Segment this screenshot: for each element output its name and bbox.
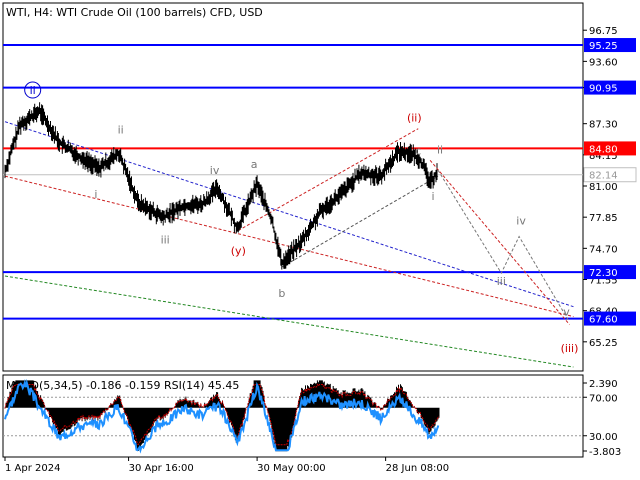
level-tag-label: 84.80 (589, 144, 618, 155)
indicator-tick-label: -3.803 (589, 447, 621, 458)
main-chart-frame (2, 2, 584, 372)
wave-label: iv (516, 215, 526, 228)
red-channel-line (4, 175, 574, 318)
indicator-label: MACD(5,34,5) -0.186 -0.159 RSI(14) 45.45 (6, 379, 239, 392)
level-tag (584, 141, 636, 156)
wave-label: v (563, 306, 570, 319)
level-tag-label: 72.30 (589, 268, 618, 279)
blue-channel-line (4, 121, 574, 308)
wave-label: a (251, 158, 258, 171)
wave-label-circle (24, 81, 42, 99)
wave-label: c (415, 144, 421, 157)
wave-projection (429, 159, 570, 325)
indicator-tick-label: 2.390 (589, 379, 618, 390)
indicator-axis: 2.390 70.00 30.00 -3.803 (583, 379, 621, 458)
price-tick-label: 71.55 (589, 275, 618, 286)
chart-title: WTI, H4: WTI Crude Oil (100 barrels) CFD… (6, 6, 263, 19)
indicator-tick-label: 30.00 (589, 432, 618, 443)
level-tag (584, 311, 636, 326)
current-price-label: 82.14 (589, 171, 618, 182)
level-tag (584, 38, 636, 53)
wave-label: (iii) (561, 342, 579, 355)
time-tick-label: 28 Jun 08:00 (386, 463, 450, 474)
time-tick-label: 30 Apr 16:00 (129, 463, 194, 474)
wave-label: b (278, 287, 285, 300)
wave-label: iv (210, 164, 220, 177)
wave-label: iii (497, 275, 506, 288)
level-tag-label: 95.25 (589, 41, 618, 52)
price-axis: 96.75 93.60 90.95 87.30 84.15 81.00 77.85 74.70… (583, 26, 618, 349)
price-tick-label: 96.75 (589, 26, 618, 37)
red-wave-projection (429, 159, 570, 325)
time-tick-label: 1 Apr 2024 (5, 463, 60, 474)
grey-correction-line (281, 175, 439, 268)
wave-label: (y) (231, 244, 246, 257)
level-price-tags: 95.25 90.95 84.80 72.30 67.60 82.14 (583, 38, 637, 326)
price-tick-label: 77.85 (589, 213, 618, 224)
wave-label: ii (118, 124, 124, 137)
price-tick-label: 74.70 (589, 244, 618, 255)
rsi-line (4, 378, 440, 454)
price-tick-label: 65.25 (589, 338, 618, 349)
current-price-tag (583, 167, 637, 183)
indicator-tick-label: 70.00 (589, 393, 618, 404)
wave-label: i (432, 190, 435, 203)
price-tick-label: 81.00 (589, 182, 618, 193)
price-tick-label: 84.15 (589, 151, 618, 162)
price-series (4, 102, 438, 270)
green-trend-line (4, 275, 574, 368)
indicator-pane (3, 378, 583, 454)
indicator-frame (2, 374, 584, 458)
wave-label: (ii) (407, 112, 422, 125)
wave-label: ii (30, 84, 36, 97)
wave-label: i (94, 188, 97, 201)
wave-label: iii (161, 233, 170, 246)
red-correction-line (238, 128, 419, 231)
level-tag (584, 265, 636, 280)
price-tick-label: 87.30 (589, 120, 618, 131)
level-tag (584, 80, 636, 95)
wave-label: ii (437, 143, 443, 156)
level-tag-label: 90.95 (589, 84, 618, 95)
level-tag-label: 67.60 (589, 315, 618, 326)
time-tick-label: 30 May 00:00 (257, 463, 326, 474)
price-tick-label: 93.60 (589, 57, 618, 68)
time-axis: 1 Apr 2024 30 Apr 16:00 30 May 00:00 28 Jun… (4, 457, 450, 474)
price-bars (4, 102, 438, 270)
horizontal-levels (3, 44, 583, 320)
grey-wave-projection (437, 169, 569, 321)
trend-lines (4, 121, 574, 368)
